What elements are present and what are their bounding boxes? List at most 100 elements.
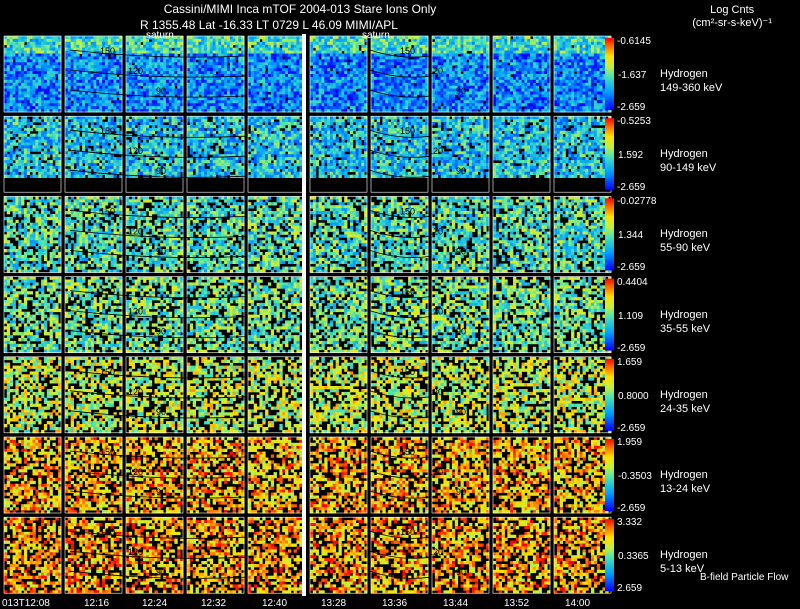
contour-label: 120 bbox=[128, 307, 143, 317]
contour-label: 150 bbox=[400, 447, 415, 457]
block-separator bbox=[302, 34, 306, 596]
colorbar-min-label: -2.659 bbox=[617, 102, 645, 113]
colorbar-3 bbox=[605, 278, 614, 351]
contour-line bbox=[369, 390, 431, 399]
panel-r6-c6 bbox=[370, 516, 429, 594]
contour-label: 150 bbox=[400, 287, 415, 297]
contour-label: 150 bbox=[400, 367, 415, 377]
contour-line bbox=[69, 570, 246, 579]
contour-line bbox=[69, 49, 246, 58]
colorbar-max-label: 1.959 bbox=[617, 437, 642, 448]
panel-r1-c3 bbox=[186, 115, 245, 193]
panel-r6-c2 bbox=[125, 516, 184, 594]
contour-line bbox=[369, 530, 431, 539]
image-label-saturn: saturn bbox=[146, 30, 174, 42]
contour-label: 120 bbox=[428, 226, 443, 236]
contour-label: 150 bbox=[100, 447, 115, 457]
panel-r6-c1 bbox=[64, 516, 123, 594]
colorbar-max-label: -0.5253 bbox=[617, 116, 651, 127]
contour-label: 150 bbox=[100, 287, 115, 297]
time-tick-label: 12:40 bbox=[262, 598, 287, 609]
contour-label: 150 bbox=[400, 46, 415, 56]
contour-line bbox=[369, 410, 431, 419]
panel-r1-c1 bbox=[64, 115, 123, 193]
colorbar-5 bbox=[605, 439, 614, 511]
contour-line bbox=[369, 149, 431, 158]
contour-line bbox=[69, 149, 246, 158]
contour-label: 90 bbox=[156, 407, 166, 417]
contour-line bbox=[69, 230, 246, 238]
contour-line bbox=[369, 330, 431, 339]
colorbar-mid-label: -1.637 bbox=[618, 70, 646, 81]
panel-r5-c4 bbox=[247, 436, 306, 514]
contour-line bbox=[369, 89, 431, 98]
contour-label: 150 bbox=[100, 527, 115, 537]
panel-r1-c8 bbox=[492, 115, 551, 193]
contour-label: 90 bbox=[456, 567, 466, 577]
contour-line bbox=[69, 490, 246, 499]
contour-line bbox=[69, 410, 246, 419]
contour-label: 120 bbox=[128, 146, 143, 156]
colorbar-min-label: -2.659 bbox=[617, 423, 645, 434]
time-tick-label: 12:16 bbox=[84, 598, 109, 609]
panel-r0-c6 bbox=[370, 35, 429, 113]
time-tick-label: 13:36 bbox=[382, 598, 407, 609]
contour-label: 120 bbox=[428, 387, 443, 397]
contour-label: 120 bbox=[128, 226, 143, 236]
panel-r4-c3 bbox=[186, 356, 245, 434]
species-label: Hydrogen bbox=[660, 389, 708, 402]
colorbar-min-label: -2.659 bbox=[617, 503, 645, 514]
contour-line bbox=[369, 470, 431, 479]
time-tick-label: 13:44 bbox=[443, 598, 468, 609]
colorbar-min-label: -2.659 bbox=[617, 182, 645, 193]
contour-label: 90 bbox=[156, 166, 166, 176]
panel-r6-c4 bbox=[247, 516, 306, 594]
panel-r0-c9 bbox=[553, 35, 612, 113]
colorbar-min-label: 2.659 bbox=[617, 583, 642, 594]
contour-label: 90 bbox=[156, 487, 166, 497]
colorbar-title: Log Cnts (cm²-sr-s-keV)⁻¹ bbox=[692, 4, 772, 30]
contour-label: 120 bbox=[428, 307, 443, 317]
chart-subtitle: R 1355.48 Lat -16.33 LT 0729 L 46.09 MIM… bbox=[140, 19, 398, 31]
panel-r0-c7 bbox=[431, 35, 490, 113]
panel-r3-c7 bbox=[431, 276, 490, 353]
contour-label: 120 bbox=[428, 146, 443, 156]
colorbar-4 bbox=[605, 358, 614, 431]
contour-line bbox=[69, 69, 246, 78]
panel-r4-c4 bbox=[247, 356, 306, 434]
contour-line bbox=[369, 450, 431, 459]
panel-r6-c7 bbox=[431, 516, 490, 594]
contour-line bbox=[369, 290, 431, 299]
colorbar-1 bbox=[605, 118, 614, 191]
panel-r4-c5 bbox=[309, 356, 368, 434]
energy-label: 90-149 keV bbox=[660, 162, 716, 175]
chart-title: Cassini/MIMI Inca mTOF 2004-013 Stare Io… bbox=[0, 3, 600, 15]
panel-r0-c4 bbox=[247, 35, 306, 113]
contour-line bbox=[369, 210, 431, 218]
colorbar-0 bbox=[605, 38, 614, 110]
panel-r5-c0 bbox=[3, 436, 62, 514]
colorbar-2 bbox=[605, 198, 614, 271]
contour-line bbox=[369, 490, 431, 499]
contour-line bbox=[69, 330, 246, 339]
species-label: Hydrogen bbox=[660, 469, 708, 482]
contour-line bbox=[369, 550, 431, 559]
panel-r0-c8 bbox=[492, 35, 551, 113]
contour-line bbox=[369, 250, 431, 258]
panel-r2-c5 bbox=[309, 196, 368, 273]
contour-label: 90 bbox=[156, 327, 166, 337]
contour-line bbox=[69, 530, 246, 539]
contour-label: 90 bbox=[456, 246, 466, 256]
panel-r2-c2 bbox=[125, 196, 184, 273]
contour-label: 120 bbox=[428, 467, 443, 477]
panel-r5-c8 bbox=[492, 436, 551, 514]
energy-label: 149-360 keV bbox=[660, 82, 722, 95]
time-tick-label: 14:00 bbox=[565, 598, 590, 609]
colorbar-max-label: -0.02778 bbox=[617, 196, 656, 207]
panel-r2-c0 bbox=[3, 196, 62, 273]
colorbar-max-label: 0.4404 bbox=[617, 277, 648, 288]
contour-line bbox=[69, 390, 246, 399]
species-label: Hydrogen bbox=[660, 228, 708, 241]
energy-label: 55-90 keV bbox=[660, 242, 710, 255]
